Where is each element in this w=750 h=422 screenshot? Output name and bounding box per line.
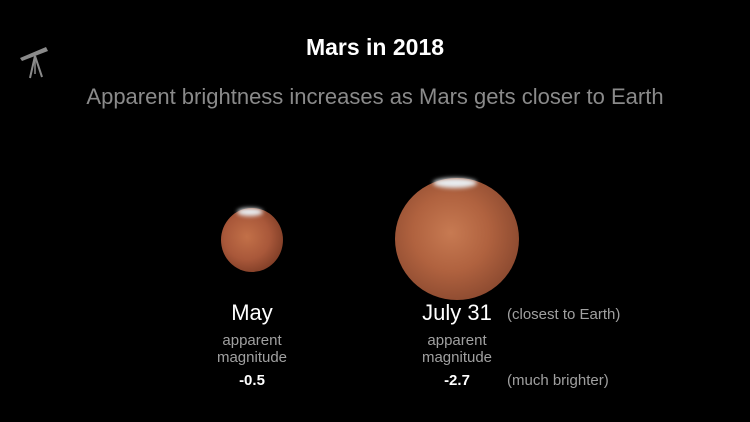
label-line: magnitude [216, 349, 288, 366]
magnitude-label: apparent magnitude [407, 332, 507, 366]
mars-july-image [395, 178, 519, 300]
magnitude-value-july: -2.7 [444, 372, 470, 389]
magnitude-label: apparent magnitude [202, 332, 302, 366]
closest-note: (closest to Earth) [507, 306, 621, 323]
label-line: magnitude [421, 349, 493, 366]
month-may: May [231, 300, 273, 325]
label-line: apparent [427, 332, 487, 349]
label-line: apparent [222, 332, 282, 349]
brighter-note: (much brighter) [507, 372, 609, 389]
mars-may-image [221, 208, 283, 272]
telescope-icon [20, 47, 48, 79]
magnitude-value-may: -0.5 [239, 372, 265, 389]
month-july: July 31 [422, 300, 492, 325]
page-title: Mars in 2018 [305, 34, 445, 60]
subtitle: Apparent brightness increases as Mars ge… [86, 84, 664, 109]
